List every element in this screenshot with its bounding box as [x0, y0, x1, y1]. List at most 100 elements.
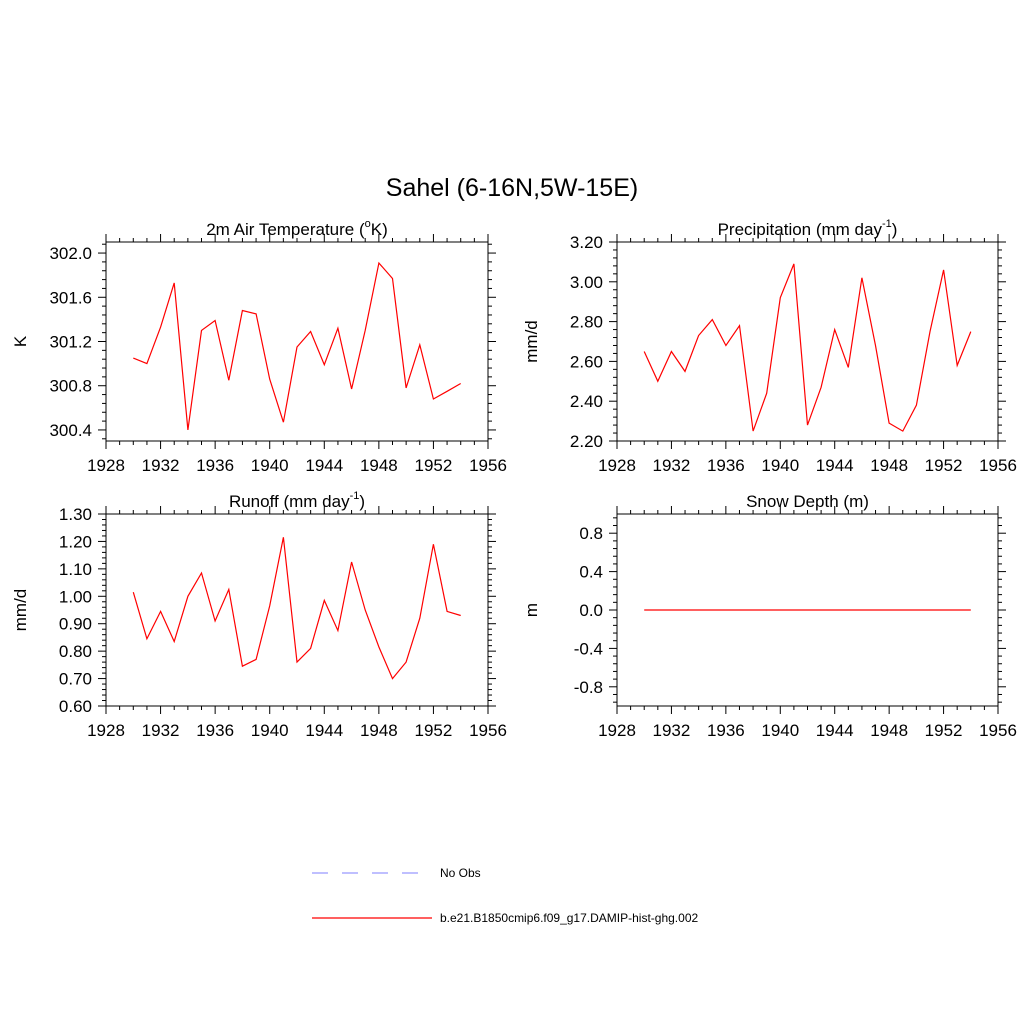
data-point — [943, 609, 944, 610]
panel-title-text: Snow Depth (m) — [746, 492, 869, 511]
y-tick-label: 3.00 — [570, 273, 603, 292]
data-point — [807, 609, 808, 610]
x-tick-label: 1940 — [761, 456, 799, 475]
data-point — [351, 561, 352, 562]
data-point — [146, 638, 147, 639]
data-point — [433, 398, 434, 399]
y-axis-label: m — [522, 603, 541, 617]
y-tick-label: 0.8 — [579, 524, 603, 543]
x-tick-label: 1932 — [142, 456, 180, 475]
x-tick-label: 1948 — [870, 721, 908, 740]
data-point — [215, 620, 216, 621]
data-point — [671, 609, 672, 610]
y-tick-label: 0.4 — [579, 563, 603, 582]
y-tick-label: 2.60 — [570, 352, 603, 371]
data-point — [201, 330, 202, 331]
data-point — [861, 609, 862, 610]
y-tick-label: 1.20 — [59, 532, 92, 551]
legend-item: b.e21.B1850cmip6.f09_g17.DAMIP-hist-ghg.… — [312, 911, 698, 925]
legend: No Obs b.e21.B1850cmip6.f09_g17.DAMIP-his… — [312, 866, 698, 925]
y-tick-label: 300.4 — [49, 421, 92, 440]
plot-frame — [105, 241, 489, 442]
x-tick-label: 1952 — [925, 456, 963, 475]
data-point — [446, 391, 447, 392]
data-point — [351, 388, 352, 389]
data-point — [970, 331, 971, 332]
data-point — [337, 630, 338, 631]
legend-label: b.e21.B1850cmip6.f09_g17.DAMIP-hist-ghg.… — [440, 911, 698, 925]
data-point — [406, 387, 407, 388]
data-point — [684, 371, 685, 372]
x-tick-label: 1944 — [305, 456, 343, 475]
data-point — [310, 331, 311, 332]
series-line — [132, 537, 461, 680]
data-point — [160, 327, 161, 328]
data-point — [337, 328, 338, 329]
data-point — [378, 262, 379, 263]
data-point — [174, 282, 175, 283]
panel-title-text: Precipitation (mm day — [718, 220, 883, 239]
data-point — [902, 430, 903, 431]
data-point — [916, 609, 917, 610]
data-point — [433, 544, 434, 545]
data-point — [766, 609, 767, 610]
data-point — [712, 609, 713, 610]
panel-title-suffix: ) — [359, 492, 365, 511]
data-point — [187, 429, 188, 430]
panel-title-suffix: ) — [892, 220, 898, 239]
data-point — [324, 600, 325, 601]
data-point — [255, 313, 256, 314]
data-point — [671, 351, 672, 352]
series-line — [643, 263, 972, 432]
data-point — [283, 537, 284, 538]
x-tick-label: 1940 — [251, 721, 289, 740]
x-tick-label: 1928 — [598, 456, 636, 475]
y-tick-label: 0.60 — [59, 697, 92, 716]
data-point — [929, 609, 930, 610]
x-tick-label: 1944 — [816, 721, 854, 740]
data-point — [160, 611, 161, 612]
x-tick-label: 1948 — [870, 456, 908, 475]
figure-title: Sahel (6-16N,5W-15E) — [386, 174, 638, 202]
data-point — [365, 330, 366, 331]
data-point — [752, 430, 753, 431]
data-point — [848, 609, 849, 610]
data-point — [970, 609, 971, 610]
data-point — [187, 596, 188, 597]
x-tick-label: 1936 — [196, 721, 234, 740]
y-tick-label: 0.70 — [59, 670, 92, 689]
data-point — [821, 387, 822, 388]
panel-title: Runoff (mm day-1) — [229, 490, 365, 511]
data-point — [793, 609, 794, 610]
data-point — [365, 609, 366, 610]
x-tick-label: 1944 — [816, 456, 854, 475]
y-tick-label: 302.0 — [49, 244, 92, 263]
x-tick-label: 1956 — [469, 721, 507, 740]
legend-item: No Obs — [312, 866, 481, 880]
y-tick-label: 300.8 — [49, 377, 92, 396]
data-point — [698, 609, 699, 610]
data-point — [957, 609, 958, 610]
data-point — [644, 609, 645, 610]
panel-title-text: Runoff (mm day — [229, 492, 350, 511]
data-point — [255, 659, 256, 660]
x-tick-label: 1936 — [196, 456, 234, 475]
panel-title-superscript: -1 — [350, 490, 360, 502]
data-point — [793, 263, 794, 264]
data-point — [146, 363, 147, 364]
y-tick-label: 301.6 — [49, 288, 92, 307]
data-point — [392, 278, 393, 279]
data-point — [310, 648, 311, 649]
data-point — [269, 605, 270, 606]
data-point — [821, 609, 822, 610]
data-point — [419, 618, 420, 619]
data-point — [460, 615, 461, 616]
panel-title: Precipitation (mm day-1) — [718, 218, 898, 239]
data-point — [242, 666, 243, 667]
data-point — [133, 357, 134, 358]
data-point — [889, 422, 890, 423]
data-point — [269, 378, 270, 379]
data-point — [296, 346, 297, 347]
data-point — [460, 383, 461, 384]
panel-title: Snow Depth (m) — [746, 492, 869, 511]
